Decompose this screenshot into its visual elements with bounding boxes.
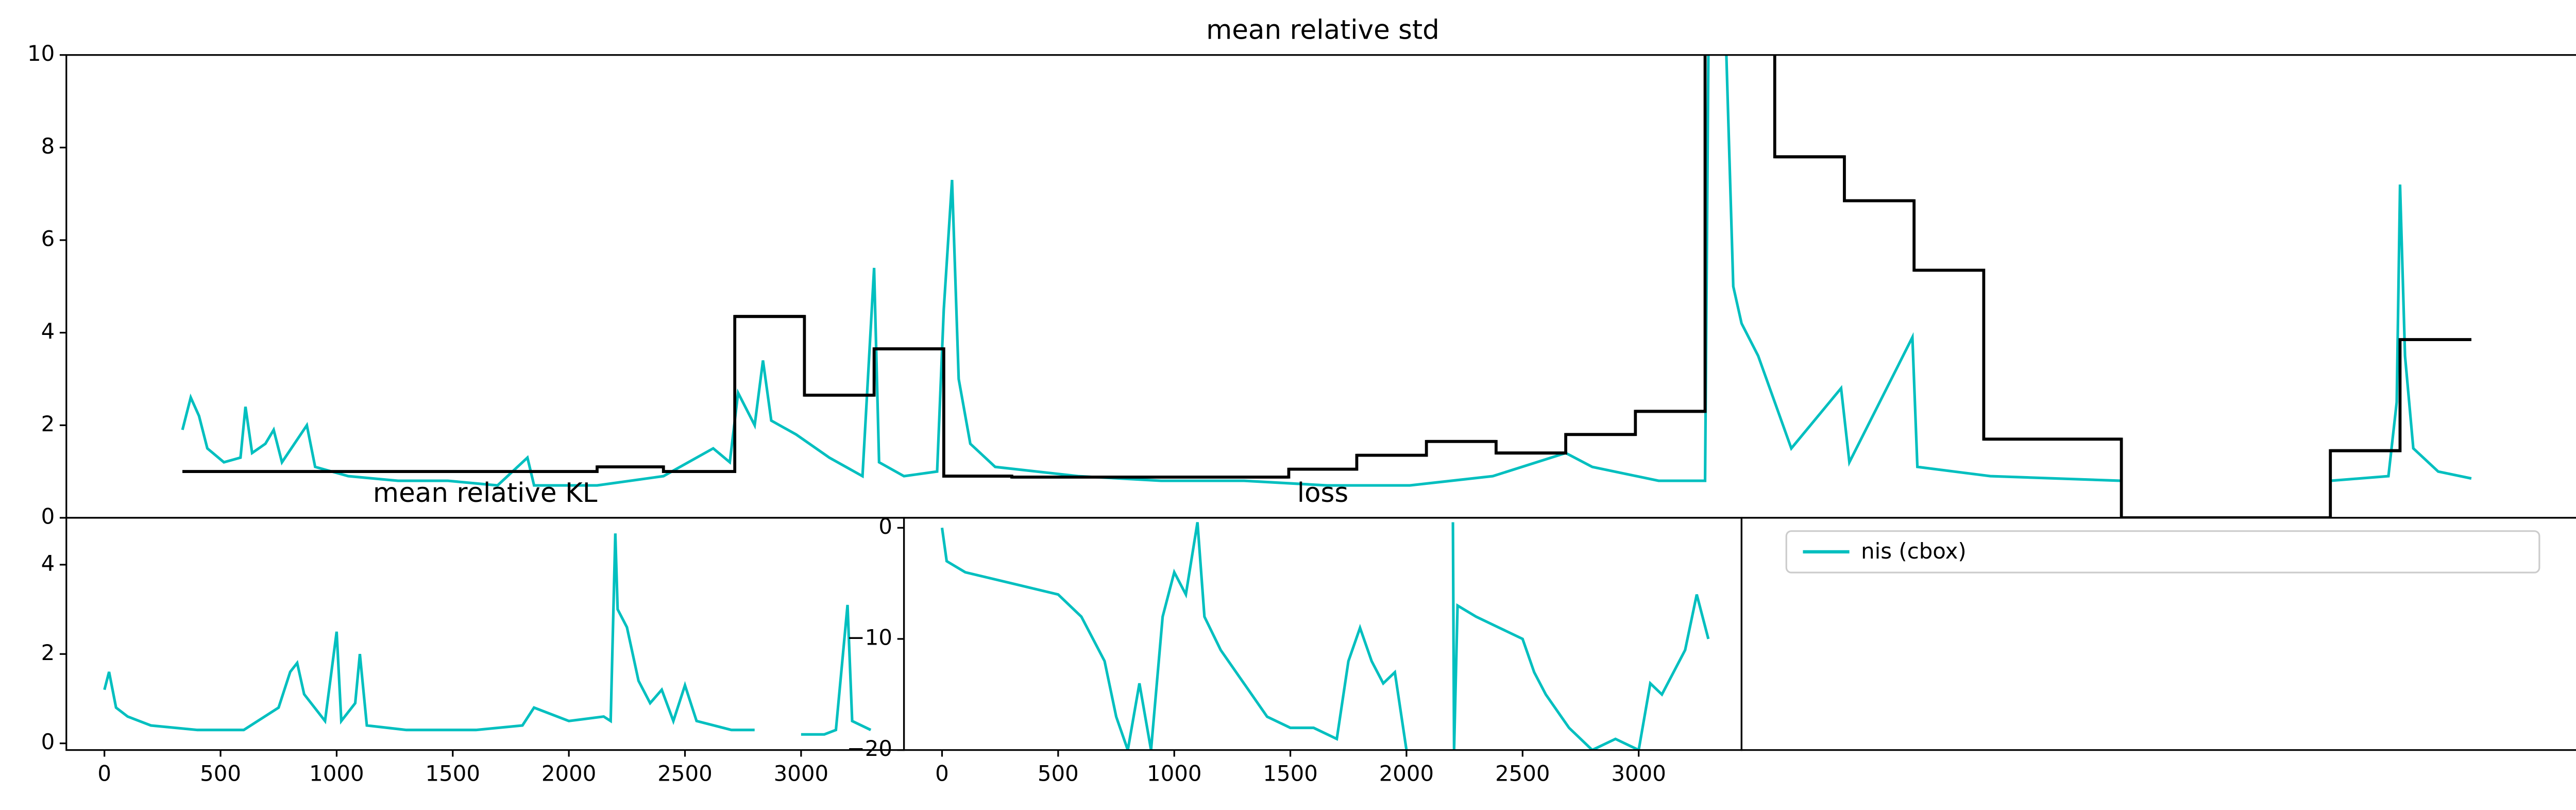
- data-line: [940, 522, 1710, 750]
- data-line: [103, 533, 872, 736]
- x-tick-label: 1000: [1147, 761, 1202, 786]
- chart-title: mean relative std: [1206, 15, 1439, 46]
- plot-area: [103, 533, 872, 736]
- y-tick-label: 2: [41, 640, 55, 665]
- y-tick-label: 0: [41, 729, 55, 754]
- x-tick-label: 500: [200, 761, 241, 786]
- x-tick-label: 3000: [774, 761, 829, 786]
- legend: [1785, 530, 2540, 573]
- y-tick-label: 2: [41, 411, 55, 436]
- x-tick-label: 2000: [1379, 761, 1434, 786]
- step-connector: [182, 55, 2471, 518]
- y-tick-label: 6: [41, 226, 55, 251]
- x-tick-label: 500: [1038, 761, 1079, 786]
- x-tick-label: 1000: [309, 761, 364, 786]
- x-tick-label: 3000: [1611, 761, 1666, 786]
- data-line: [181, 55, 2472, 487]
- plot-area: [940, 522, 1710, 750]
- axes-frame: [65, 54, 2576, 519]
- x-tick-label: 2500: [1495, 761, 1550, 786]
- x-tick-label: 0: [97, 761, 111, 786]
- x-tick-label: 1500: [1263, 761, 1317, 786]
- chart-title: mean relative KL: [373, 478, 598, 509]
- axes-frame: [903, 517, 1742, 751]
- x-tick-label: 0: [935, 761, 949, 786]
- x-tick-label: 2000: [541, 761, 597, 786]
- plot-area: [181, 55, 2472, 518]
- legend-label: nis (cbox): [1861, 538, 1967, 564]
- y-tick-label: 4: [41, 550, 55, 576]
- y-tick-label: 0: [41, 503, 55, 529]
- x-tick-label: 2500: [657, 761, 713, 786]
- y-tick-label: −10: [847, 625, 892, 650]
- y-tick-label: −20: [847, 736, 892, 761]
- axes-frame: [65, 517, 905, 751]
- y-tick-label: 4: [41, 318, 55, 344]
- y-tick-label: 10: [27, 41, 55, 66]
- y-tick-label: 8: [41, 133, 55, 159]
- y-tick-label: 0: [878, 514, 892, 539]
- x-tick-label: 1500: [426, 761, 481, 786]
- chart-title: loss: [1297, 478, 1348, 509]
